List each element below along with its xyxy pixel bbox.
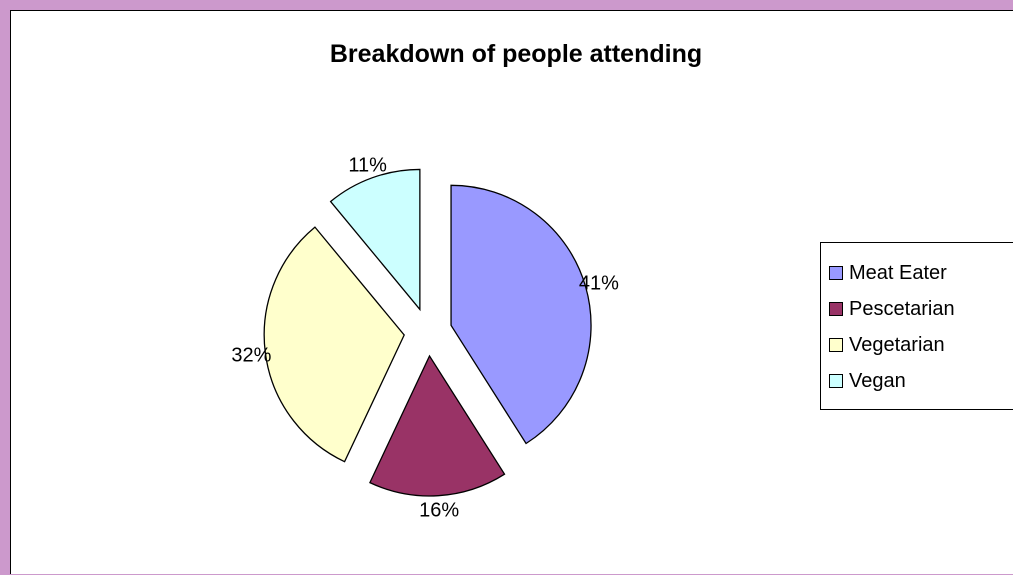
legend-item-vegan: Vegan xyxy=(829,363,1013,399)
data-label-meat-eater: 41% xyxy=(579,272,619,294)
pie-chart: Breakdown of people attending 41% 16% 32% 1… xyxy=(231,40,702,522)
chart-legend: Meat Eater Pescetarian Vegetarian Vegan xyxy=(820,242,1013,410)
legend-item-meat-eater: Meat Eater xyxy=(829,255,1013,291)
legend-label-pescetarian: Pescetarian xyxy=(849,297,955,320)
pie-slices xyxy=(263,168,592,497)
pie-labels: 41% 16% 32% 11% xyxy=(231,155,619,522)
legend-swatch-meat-eater xyxy=(829,266,843,280)
legend-swatch-pescetarian xyxy=(829,302,843,316)
pie-slice-meat-eater xyxy=(450,184,592,445)
legend-swatch-vegetarian xyxy=(829,338,843,352)
legend-label-vegetarian: Vegetarian xyxy=(849,333,945,356)
data-label-pescetarian: 16% xyxy=(419,500,459,522)
pie-slice-pescetarian xyxy=(369,354,506,497)
legend-label-vegan: Vegan xyxy=(849,369,906,392)
data-label-vegan: 11% xyxy=(348,155,387,177)
legend-swatch-vegan xyxy=(829,374,843,388)
legend-label-meat-eater: Meat Eater xyxy=(849,261,947,284)
legend-item-pescetarian: Pescetarian xyxy=(829,291,1013,327)
data-label-vegetarian: 32% xyxy=(231,344,271,366)
pie-slice-vegetarian xyxy=(263,226,405,463)
pie-slice-vegan xyxy=(329,168,421,312)
chart-title: Breakdown of people attending xyxy=(330,40,702,68)
legend-item-vegetarian: Vegetarian xyxy=(829,327,1013,363)
